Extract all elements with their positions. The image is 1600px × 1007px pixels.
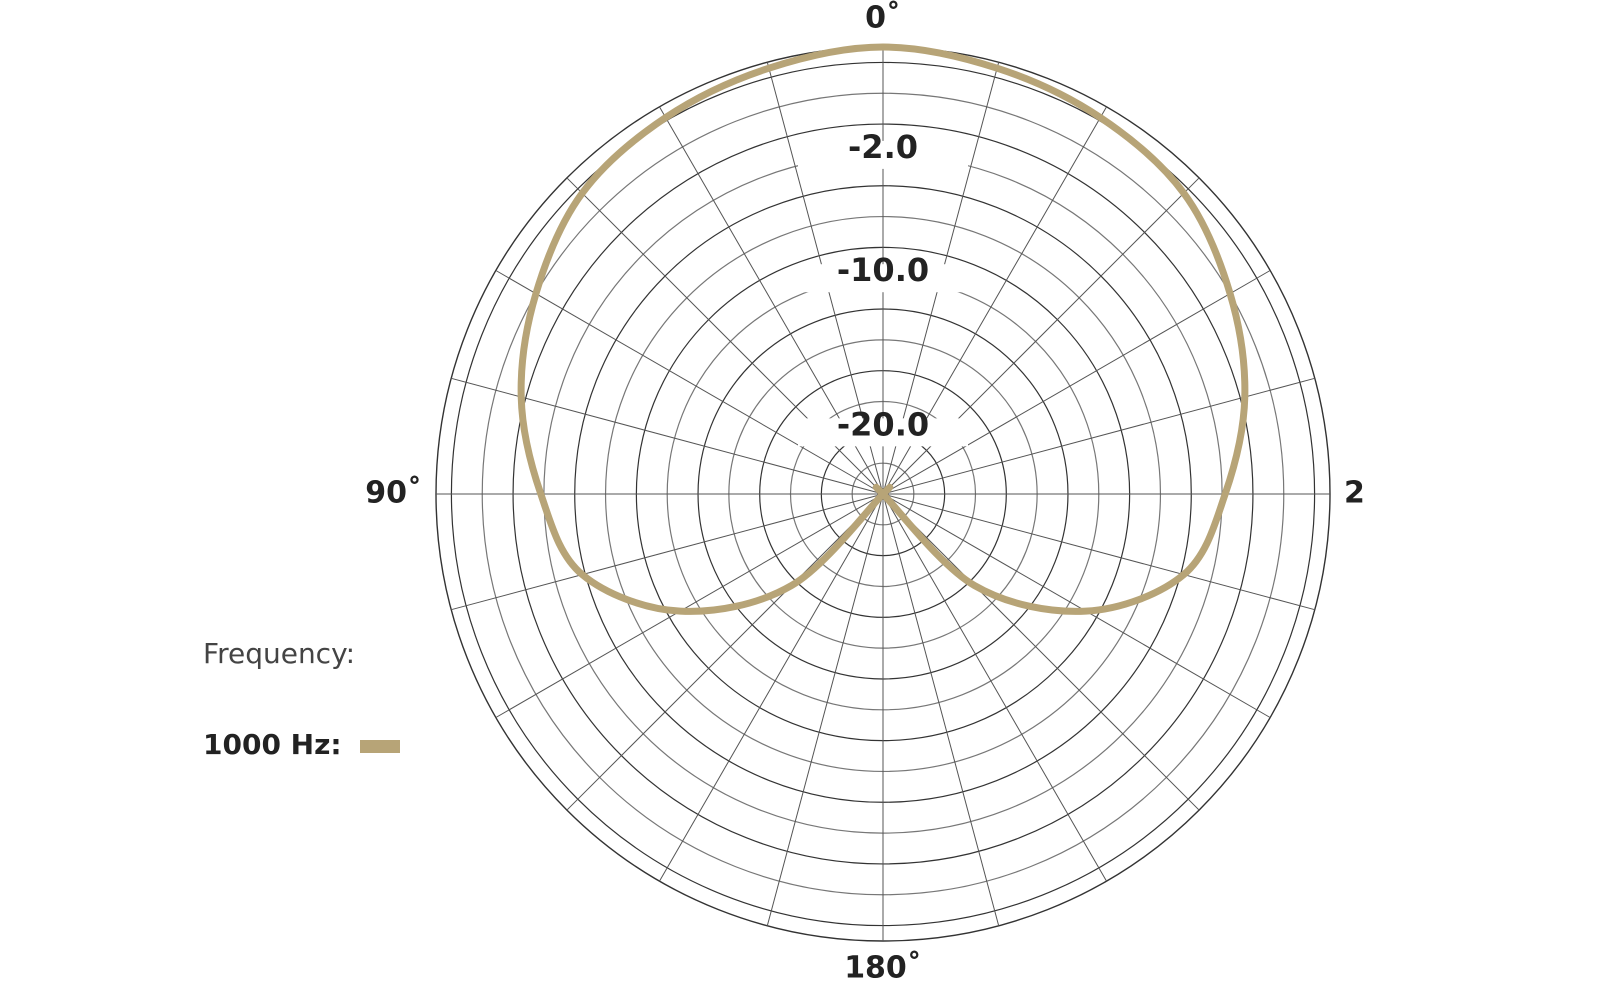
- theta-tick-label: 180˚: [844, 950, 922, 986]
- grid-spoke: [882, 177, 1200, 495]
- grid-spoke: [766, 493, 884, 926]
- legend-swatch: [360, 740, 400, 753]
- r-tick-gap: [798, 418, 968, 447]
- grid-spoke: [659, 493, 884, 882]
- labels: -2.0 -10.0 -20.0 0˚ 90˚ 180˚ 2: [365, 0, 1365, 986]
- grid-spoke: [882, 493, 1107, 882]
- grid-spoke: [566, 493, 884, 811]
- r-tick-label: -20.0: [837, 405, 929, 443]
- grid-spoke: [882, 493, 1315, 611]
- r-tick-gap: [798, 264, 968, 293]
- grid-spoke: [566, 177, 884, 495]
- legend-label: 1000 Hz:: [203, 728, 342, 761]
- r-tick-gap: [798, 140, 968, 169]
- grid-spoke: [495, 493, 884, 718]
- grid-spoke: [882, 493, 1271, 718]
- legend-title: Frequency:: [203, 637, 355, 670]
- grid-spoke: [882, 270, 1271, 495]
- plot-area: [517, 43, 1249, 615]
- grid-spoke: [882, 493, 1000, 926]
- grid-spoke: [882, 493, 1200, 811]
- grid-spoke: [495, 270, 884, 495]
- r-tick-label: -2.0: [848, 128, 918, 166]
- theta-tick-label: 90˚: [365, 475, 422, 511]
- grid-spoke: [451, 493, 884, 611]
- theta-tick-label: 2: [1344, 476, 1365, 511]
- polar-grid: [435, 46, 1331, 942]
- theta-tick-label: 0˚: [865, 0, 901, 36]
- r-tick-label: -10.0: [837, 251, 929, 289]
- polar-curve: [517, 43, 1249, 615]
